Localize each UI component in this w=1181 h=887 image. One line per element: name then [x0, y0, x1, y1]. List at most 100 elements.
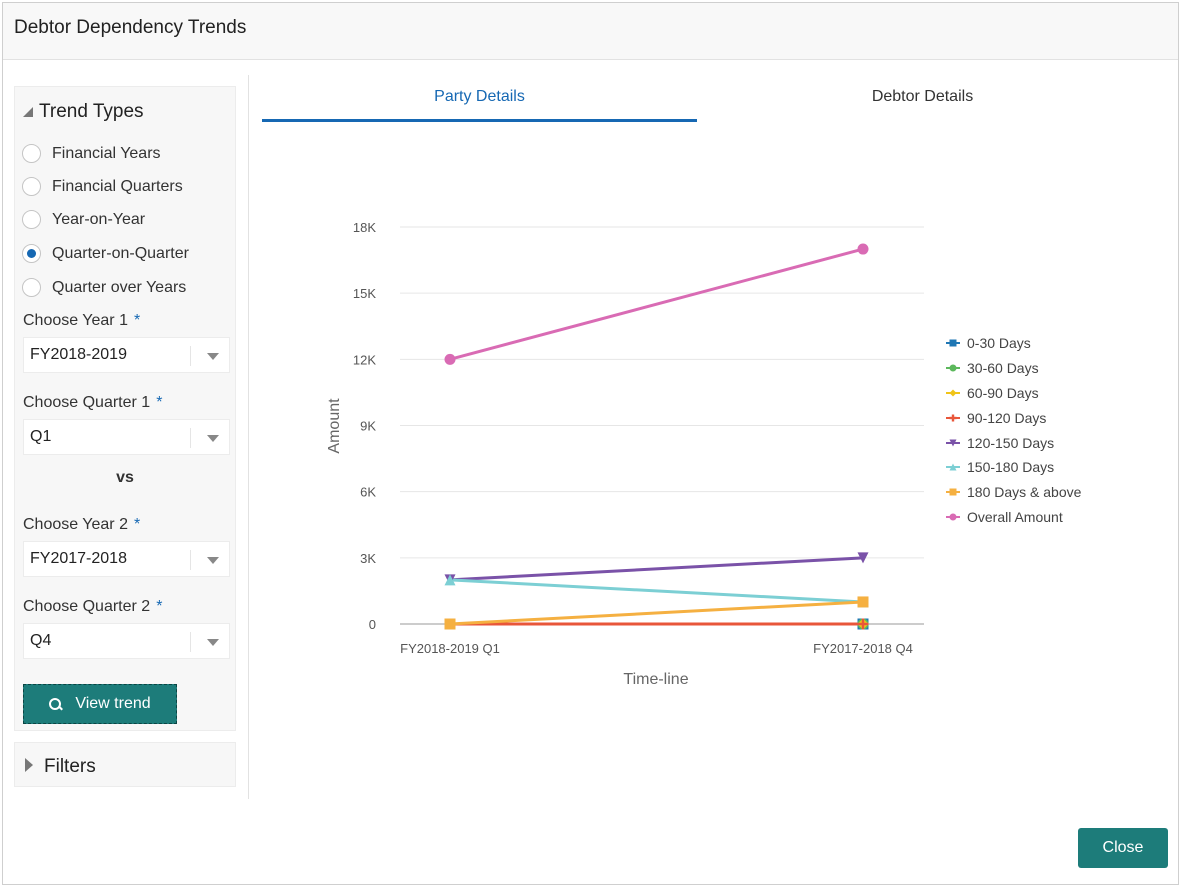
x-tick-label: FY2017-2018 Q4 — [813, 641, 913, 656]
x-tick-label: FY2018-2019 Q1 — [400, 641, 500, 656]
label-text: Choose Year 1 — [23, 312, 128, 329]
choose-quarter-2-select[interactable]: Q4 — [23, 623, 230, 659]
choose-quarter-1-select[interactable]: Q1 — [23, 419, 230, 455]
chart-series-markers — [444, 243, 869, 630]
series-marker — [857, 552, 869, 564]
legend-symbol-icon — [946, 461, 960, 473]
choose-quarter-1-label: Choose Quarter 1 * — [23, 394, 162, 412]
required-mark: * — [133, 516, 141, 533]
select-value: Q4 — [30, 632, 52, 649]
legend-item[interactable]: 30-60 Days — [946, 356, 1081, 381]
series-line — [449, 600, 864, 626]
radio-button-icon[interactable] — [22, 177, 41, 196]
close-button[interactable]: Close — [1078, 828, 1168, 868]
series-marker — [949, 364, 957, 372]
active-tab-indicator — [262, 119, 697, 122]
legend-item[interactable]: 60-90 Days — [946, 381, 1081, 406]
legend-label: 180 Days & above — [967, 484, 1082, 501]
radio-year-on-year[interactable]: Year-on-Year — [22, 210, 145, 229]
chevron-down-icon[interactable] — [207, 639, 219, 646]
choose-year-1-label: Choose Year 1 * — [23, 312, 140, 330]
y-axis-label: Amount — [326, 398, 343, 454]
vs-label: vs — [116, 469, 134, 486]
required-mark: * — [133, 312, 141, 329]
y-axis-ticks: 0 3K 6K 9K 12K 15K 18K — [353, 220, 376, 632]
chevron-down-icon[interactable] — [207, 557, 219, 564]
select-divider — [190, 428, 191, 448]
select-divider — [190, 346, 191, 366]
radio-quarter-over-years[interactable]: Quarter over Years — [22, 278, 186, 297]
y-tick-label: 3K — [360, 551, 376, 566]
y-tick-label: 6K — [360, 485, 376, 500]
y-tick-label: 9K — [360, 419, 376, 434]
series-marker — [949, 488, 957, 496]
view-trend-button[interactable]: View trend — [23, 684, 177, 724]
legend-item[interactable]: 150-180 Days — [946, 455, 1081, 480]
view-trend-label: View trend — [75, 695, 151, 712]
trend-types-header[interactable]: Trend Types — [23, 101, 144, 123]
legend-symbol-icon — [946, 387, 960, 399]
tab-debtor-details[interactable]: Debtor Details — [871, 88, 974, 105]
legend-symbol-icon — [946, 437, 960, 449]
collapse-triangle-icon — [23, 107, 33, 117]
filters-panel[interactable]: Filters — [14, 742, 236, 787]
expand-triangle-icon — [25, 758, 33, 772]
legend-item[interactable]: 90-120 Days — [946, 405, 1081, 430]
choose-year-1-select[interactable]: FY2018-2019 — [23, 337, 230, 373]
series-line — [449, 578, 864, 604]
legend-label: 90-120 Days — [967, 409, 1047, 426]
radio-label: Financial Years — [52, 144, 161, 162]
series-marker — [857, 596, 869, 608]
radio-label: Year-on-Year — [52, 210, 146, 228]
search-icon — [49, 698, 62, 710]
radio-button-icon[interactable] — [22, 210, 41, 229]
series-marker — [444, 353, 456, 365]
series-marker — [444, 574, 456, 586]
choose-year-2-select[interactable]: FY2017-2018 — [23, 541, 230, 577]
series-marker — [949, 339, 957, 347]
legend-item[interactable]: Overall Amount — [946, 505, 1081, 530]
radio-quarter-on-quarter[interactable]: Quarter-on-Quarter — [22, 244, 189, 263]
legend-label: Overall Amount — [967, 508, 1063, 525]
select-value: Q1 — [30, 428, 52, 445]
trend-line-chart: 0 3K 6K 9K 12K 15K 18K FY2018-2019 Q1 FY2017-20… — [326, 220, 924, 688]
series-marker — [949, 439, 957, 447]
legend-item[interactable]: 120-150 Days — [946, 430, 1081, 455]
radio-financial-years[interactable]: Financial Years — [22, 144, 161, 163]
legend-label: 30-60 Days — [967, 360, 1039, 377]
select-divider — [190, 550, 191, 570]
radio-button-checked-icon[interactable] — [22, 244, 41, 263]
chart-series-lines — [449, 247, 864, 626]
radio-financial-quarters[interactable]: Financial Quarters — [22, 177, 183, 196]
chevron-down-icon[interactable] — [207, 435, 219, 442]
label-text: Choose Year 2 — [23, 516, 128, 533]
legend-label: 60-90 Days — [967, 384, 1039, 401]
radio-button-icon[interactable] — [22, 144, 41, 163]
legend-item[interactable]: 180 Days & above — [946, 480, 1081, 505]
dialog-header: Debtor Dependency Trends — [3, 3, 1178, 60]
tab-party-details[interactable]: Party Details — [434, 88, 525, 105]
choose-year-2-label: Choose Year 2 * — [23, 516, 140, 534]
legend-label: 0-30 Days — [967, 335, 1031, 352]
x-axis-label: Time-line — [623, 671, 688, 688]
label-text: Choose Quarter 2 — [23, 598, 151, 615]
chevron-down-icon[interactable] — [207, 353, 219, 360]
series-marker — [949, 463, 957, 471]
filters-label: Filters — [44, 756, 96, 777]
chart-legend: 0-30 Days 30-60 Days 60-90 Days 90-120 Days… — [946, 331, 1081, 529]
required-mark: * — [156, 598, 163, 615]
chart-gridlines — [400, 226, 924, 625]
y-tick-label: 12K — [353, 352, 376, 367]
radio-button-icon[interactable] — [22, 278, 41, 297]
y-tick-label: 18K — [353, 220, 376, 235]
radio-label: Quarter over Years — [52, 278, 187, 296]
radio-label: Quarter-on-Quarter — [52, 244, 189, 262]
trend-types-panel: Trend Types Financial Years Financial Qu… — [14, 86, 236, 731]
series-marker-part — [951, 414, 955, 422]
legend-symbol-icon — [946, 362, 960, 374]
series-marker — [857, 243, 869, 255]
legend-item[interactable]: 0-30 Days — [946, 331, 1081, 356]
select-divider — [190, 632, 191, 652]
series-marker — [857, 618, 869, 630]
dialog-title: Debtor Dependency Trends — [14, 17, 247, 38]
